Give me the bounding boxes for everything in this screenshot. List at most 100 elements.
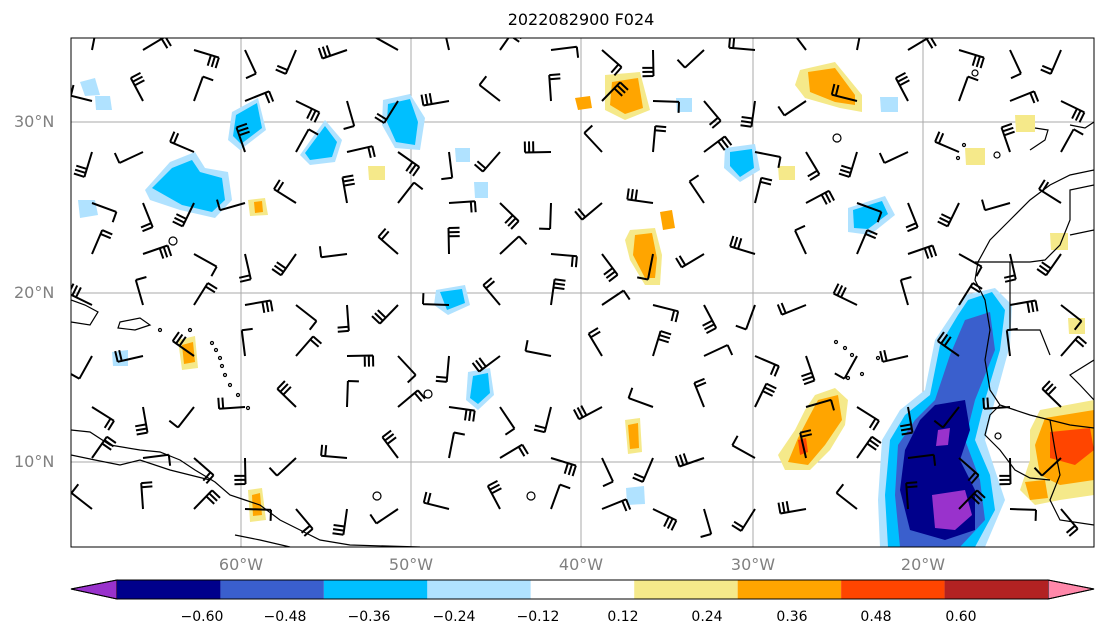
wind-barb bbox=[754, 355, 780, 377]
wind-barb bbox=[958, 457, 980, 485]
wind-barb bbox=[799, 429, 813, 459]
wind-barb bbox=[740, 100, 756, 128]
wind-barb bbox=[805, 398, 835, 411]
wind-barb bbox=[217, 397, 246, 410]
colorbar-segment bbox=[944, 580, 1048, 599]
wind-barb bbox=[754, 382, 777, 408]
wind-barb bbox=[1000, 122, 1015, 153]
wind-barb bbox=[295, 335, 323, 357]
lat-label-10n: 10°N bbox=[14, 452, 55, 471]
wind-barb bbox=[652, 125, 667, 153]
wind-barb bbox=[295, 128, 319, 153]
wind-barb bbox=[441, 151, 454, 181]
wind-barb bbox=[271, 253, 297, 277]
wind-barb bbox=[275, 49, 297, 75]
wind-barb bbox=[374, 100, 399, 124]
wind-barb bbox=[856, 435, 882, 459]
wind-barb bbox=[703, 135, 733, 153]
wind-barb bbox=[216, 199, 246, 212]
wind-barb bbox=[675, 253, 705, 269]
wind-barb bbox=[471, 355, 501, 373]
lon-label-30w: 30°W bbox=[730, 555, 776, 574]
wind-barb bbox=[1003, 253, 1017, 283]
wind-barb bbox=[776, 302, 807, 316]
wind-barb bbox=[244, 49, 257, 80]
colorbar-tick-label: 0.36 bbox=[776, 609, 808, 625]
colorbar-segment bbox=[117, 580, 221, 599]
wind-barb bbox=[448, 406, 476, 422]
wind-barb bbox=[601, 49, 623, 77]
wind-barb bbox=[601, 498, 632, 512]
wind-barb bbox=[834, 355, 858, 380]
wind-barb bbox=[193, 253, 218, 277]
wind-barb bbox=[550, 483, 571, 510]
wind-barb bbox=[900, 406, 914, 436]
colorbar-segment bbox=[634, 580, 738, 599]
wind-barb bbox=[114, 349, 144, 363]
wind-barb bbox=[583, 124, 603, 153]
wind-barb bbox=[703, 344, 734, 357]
wind-barb bbox=[632, 457, 654, 483]
wind-barb bbox=[1036, 253, 1062, 277]
wind-barb bbox=[838, 151, 858, 178]
wind-barb bbox=[652, 304, 680, 323]
wind-barb bbox=[1009, 508, 1037, 521]
wind-barb bbox=[447, 226, 460, 255]
lon-label-50w: 50°W bbox=[388, 555, 434, 574]
wind-barb bbox=[907, 38, 937, 51]
wind-barb bbox=[652, 330, 672, 357]
wind-barb bbox=[377, 227, 399, 255]
wind-barb bbox=[238, 253, 252, 283]
colorbar-tick-label: −0.12 bbox=[516, 609, 560, 625]
wind-barb bbox=[397, 151, 421, 177]
wind-barb bbox=[268, 457, 297, 477]
wind-barb bbox=[830, 83, 858, 102]
wind-barb bbox=[337, 304, 350, 333]
wind-barb bbox=[193, 49, 220, 69]
wind-barb bbox=[1009, 49, 1022, 80]
wind-barb bbox=[700, 508, 713, 538]
wind-barb bbox=[1041, 380, 1062, 408]
wind-barb bbox=[574, 202, 603, 221]
colorbar-segment bbox=[220, 580, 324, 599]
wind-barbs bbox=[71, 38, 1088, 538]
wind-barb bbox=[371, 304, 399, 325]
wind-barb bbox=[113, 151, 144, 164]
wind-barb bbox=[550, 278, 566, 306]
colorbar-tick-label: 0.60 bbox=[945, 609, 977, 625]
wind-barb bbox=[1060, 508, 1079, 537]
wind-barb bbox=[193, 489, 221, 510]
wind-barb bbox=[140, 202, 154, 233]
wind-barb bbox=[295, 508, 314, 537]
wind-barb bbox=[899, 276, 912, 306]
wind-barb bbox=[91, 229, 113, 255]
wind-barb bbox=[601, 81, 629, 102]
positive-region-32n-3 bbox=[575, 96, 592, 110]
wind-barb bbox=[729, 235, 756, 255]
wind-barb bbox=[332, 508, 348, 536]
wind-barb bbox=[482, 277, 501, 306]
wind-barb bbox=[244, 299, 274, 313]
wind-barb bbox=[801, 355, 816, 386]
wind-barb bbox=[169, 131, 195, 153]
wind-barb bbox=[435, 355, 450, 383]
negative-region-east-5 bbox=[932, 490, 972, 530]
wind-barb bbox=[193, 75, 214, 102]
lon-label-60w: 60°W bbox=[218, 555, 264, 574]
wind-barb bbox=[422, 293, 450, 306]
wind-barb bbox=[999, 457, 1012, 486]
wind-barb bbox=[73, 151, 93, 178]
wind-barb bbox=[346, 354, 375, 367]
wind-barb bbox=[907, 453, 937, 466]
lon-label-40w: 40°W bbox=[558, 555, 604, 574]
wind-barb bbox=[445, 38, 450, 51]
wind-barb bbox=[135, 406, 149, 436]
wind-barb bbox=[982, 397, 1011, 410]
wind-barb bbox=[702, 304, 718, 334]
wind-barb bbox=[587, 327, 603, 357]
wind-barb bbox=[958, 75, 979, 102]
wind-barb bbox=[958, 489, 986, 510]
positive-region-27w-north-2 bbox=[808, 68, 855, 105]
wind-barb bbox=[240, 327, 253, 357]
wind-barb bbox=[1033, 457, 1062, 477]
